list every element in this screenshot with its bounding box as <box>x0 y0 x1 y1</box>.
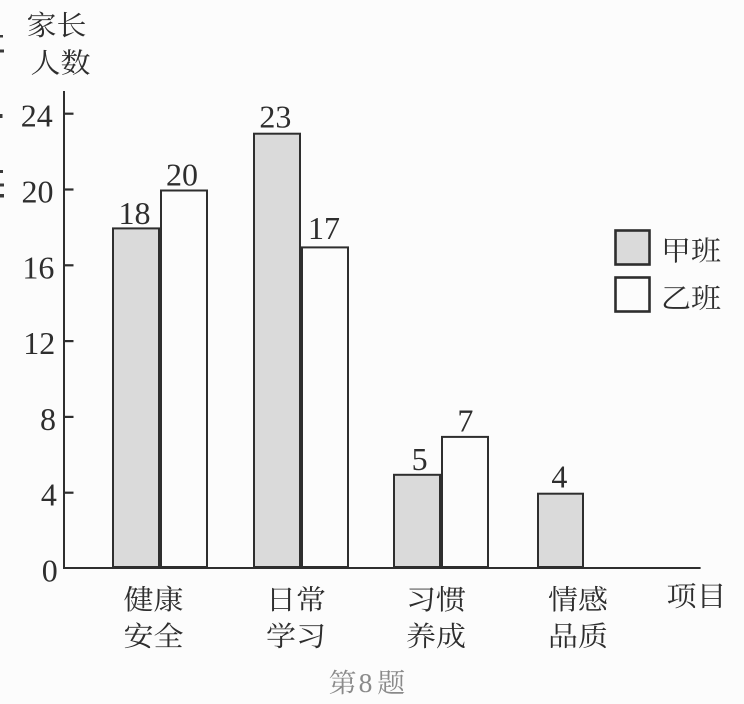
svg-text:5: 5 <box>412 441 428 477</box>
svg-text:12: 12 <box>23 325 55 361</box>
svg-text:4: 4 <box>41 477 57 513</box>
svg-text:16: 16 <box>22 249 54 285</box>
svg-text:20: 20 <box>166 157 198 193</box>
svg-text:17: 17 <box>308 210 340 246</box>
svg-text:24: 24 <box>21 98 53 134</box>
svg-text:8: 8 <box>359 667 373 698</box>
svg-text:8: 8 <box>40 401 56 437</box>
svg-text:7: 7 <box>457 403 473 439</box>
svg-text:0: 0 <box>42 553 58 589</box>
svg-text:23: 23 <box>259 98 291 134</box>
svg-text:18: 18 <box>119 195 151 231</box>
svg-text:20: 20 <box>22 174 54 210</box>
svg-text:4: 4 <box>551 458 567 494</box>
